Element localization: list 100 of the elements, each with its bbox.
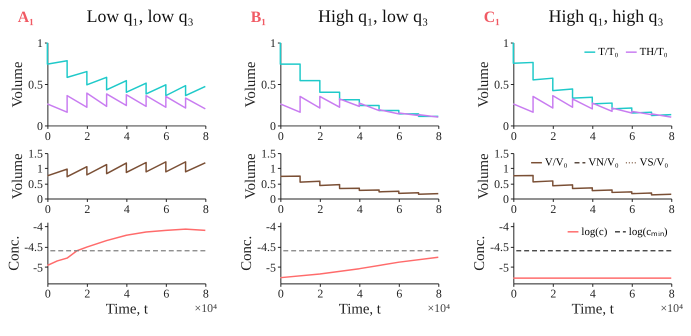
legend-label: VS/V₀ bbox=[640, 156, 668, 169]
y-tick-label: -5 bbox=[499, 260, 509, 275]
legend-label: log(cₘᵢₙ) bbox=[628, 226, 668, 238]
x-tick-label: 6 bbox=[629, 202, 636, 216]
x-tick-label: 2 bbox=[84, 202, 90, 216]
x-tick-label: 6 bbox=[163, 202, 170, 216]
chart-title: High q₁, high q₃ bbox=[548, 6, 664, 26]
x-tick-label: 2 bbox=[550, 128, 556, 143]
y-tick-label: -4.5 bbox=[257, 240, 276, 254]
x-axis-title: Time, t bbox=[338, 302, 382, 318]
y-axis-title: Conc. bbox=[472, 236, 488, 271]
x-tick-label: 4 bbox=[124, 202, 130, 216]
x-tick-label: 2 bbox=[317, 202, 324, 216]
y-tick-label: 1 bbox=[270, 36, 276, 50]
line-series bbox=[46, 42, 206, 96]
x-tick-label: 2 bbox=[84, 286, 90, 301]
line-series bbox=[280, 256, 440, 278]
y-tick-label: 1 bbox=[37, 36, 44, 50]
x-tick-label: 6 bbox=[163, 128, 170, 143]
legend-label: T/T₀ bbox=[598, 46, 618, 58]
y-tick-label: -5 bbox=[266, 260, 276, 275]
x-tick-label: 2 bbox=[550, 286, 556, 301]
line-series bbox=[280, 175, 440, 195]
x-tick-label: 6 bbox=[396, 128, 402, 143]
x-tick-label: 6 bbox=[629, 286, 636, 301]
x-tick-label: 8 bbox=[436, 202, 442, 216]
y-tick-label: 0 bbox=[270, 118, 276, 133]
y-tick-label: -4.5 bbox=[24, 240, 44, 254]
x-tick-label: 8 bbox=[668, 202, 675, 216]
y-tick-label: 0.5 bbox=[494, 176, 509, 191]
y-tick-label: 1 bbox=[502, 36, 509, 50]
y-axis-title: Volume bbox=[10, 61, 26, 108]
y-tick-label: 0 bbox=[502, 118, 509, 133]
x-tick-label: 4 bbox=[590, 202, 596, 216]
y-axis-title: Volume bbox=[243, 152, 260, 200]
y-tick-label: -4 bbox=[33, 220, 44, 234]
y-tick-label: -4 bbox=[499, 220, 509, 234]
x-tick-label: 8 bbox=[668, 128, 675, 143]
y-tick-label: 0 bbox=[37, 118, 44, 133]
legend-label: TH/T₀ bbox=[640, 46, 668, 58]
line-series bbox=[46, 92, 206, 113]
x-tick-label: 6 bbox=[396, 286, 402, 301]
text: ×10⁴ bbox=[660, 301, 684, 316]
x-tick-label: 6 bbox=[163, 286, 170, 301]
y-tick-label: 0.5 bbox=[261, 77, 276, 92]
chart-title: High q₁, low q₃ bbox=[318, 6, 428, 26]
x-tick-label: 2 bbox=[317, 286, 324, 301]
x-tick-label: 8 bbox=[668, 286, 675, 301]
x-tick-label: 8 bbox=[436, 128, 442, 143]
x-tick-label: 2 bbox=[84, 128, 90, 143]
y-axis-title: Volume bbox=[476, 61, 492, 108]
x-tick-label: 4 bbox=[590, 128, 596, 143]
y-tick-label: 0.5 bbox=[28, 176, 44, 191]
y-axis-title: Volume bbox=[10, 152, 26, 200]
x-tick-label: 2 bbox=[550, 202, 556, 216]
x-tick-label: 4 bbox=[124, 286, 130, 301]
text: C₁ bbox=[484, 8, 500, 26]
y-tick-label: 1.5 bbox=[261, 146, 276, 161]
line-series bbox=[512, 94, 672, 118]
x-tick-label: 4 bbox=[356, 286, 363, 301]
y-tick-label: 1 bbox=[502, 162, 509, 176]
y-tick-label: 0 bbox=[270, 192, 276, 206]
x-axis-title: Time, t bbox=[106, 302, 149, 318]
y-tick-label: 0.5 bbox=[494, 77, 509, 92]
line-series bbox=[46, 161, 206, 178]
x-tick-label: 8 bbox=[436, 286, 442, 301]
y-tick-label: 0 bbox=[37, 192, 44, 206]
x-tick-label: 4 bbox=[124, 128, 130, 143]
line-series bbox=[46, 228, 206, 266]
y-tick-label: 1.5 bbox=[494, 146, 509, 161]
y-axis-title: Conc. bbox=[6, 236, 22, 271]
y-tick-label: 1 bbox=[37, 162, 44, 176]
line-series bbox=[280, 42, 440, 118]
text: ×10⁴ bbox=[194, 301, 218, 316]
text: ×10⁴ bbox=[428, 301, 450, 316]
x-tick-label: 6 bbox=[629, 128, 636, 143]
y-tick-label: 0 bbox=[502, 192, 509, 206]
x-tick-label: 8 bbox=[202, 128, 209, 143]
x-tick-label: 6 bbox=[396, 202, 402, 216]
y-axis-title: Conc. bbox=[239, 236, 256, 271]
x-tick-label: 8 bbox=[202, 202, 209, 216]
legend-label: VN/V₀ bbox=[588, 156, 619, 169]
line-series bbox=[512, 42, 672, 116]
y-tick-label: 1 bbox=[270, 162, 276, 176]
y-tick-label: 0.5 bbox=[28, 77, 44, 92]
x-tick-label: 4 bbox=[356, 128, 363, 143]
x-tick-label: 4 bbox=[590, 286, 596, 301]
line-series bbox=[512, 174, 672, 196]
y-tick-label: -4 bbox=[266, 220, 276, 234]
legend-label: log(c) bbox=[581, 226, 608, 238]
x-axis-title: Time, t bbox=[572, 302, 615, 318]
y-tick-label: 1.5 bbox=[28, 146, 44, 161]
x-tick-label: 4 bbox=[356, 202, 363, 216]
x-tick-label: 8 bbox=[202, 286, 209, 301]
text: B₁ bbox=[250, 8, 266, 26]
legend-label: V/V₀ bbox=[544, 156, 568, 169]
y-axis-title: Volume bbox=[243, 61, 260, 108]
line-series bbox=[280, 96, 440, 118]
x-tick-label: 2 bbox=[317, 128, 324, 143]
y-axis-title: Volume bbox=[476, 152, 492, 200]
